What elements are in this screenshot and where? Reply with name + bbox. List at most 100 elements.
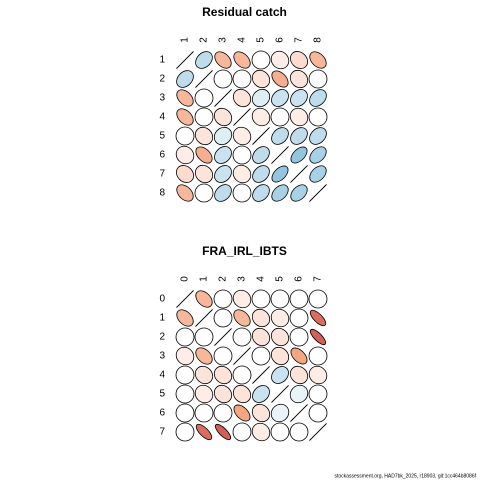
correlation-ellipse	[252, 165, 270, 183]
correlation-ellipse	[232, 327, 252, 347]
correlation-ellipse	[271, 70, 289, 88]
correlation-ellipse	[290, 89, 308, 107]
row-label: 3	[159, 93, 165, 104]
diagonal	[252, 366, 270, 384]
row-label: 0	[159, 294, 165, 305]
correlation-ellipse	[271, 366, 289, 384]
correlation-ellipse	[214, 146, 232, 164]
correlation-ellipse	[290, 146, 308, 164]
correlation-ellipse	[194, 327, 214, 347]
correlation-ellipse	[271, 89, 289, 107]
correlation-ellipse	[195, 290, 213, 308]
correlation-ellipse	[175, 365, 195, 385]
row-label: 5	[159, 389, 165, 400]
correlation-ellipse	[175, 384, 195, 404]
correlation-ellipse	[309, 165, 327, 183]
row-label: 5	[159, 131, 165, 142]
column-label: 3	[237, 276, 248, 282]
chart-title: FRA_IRL_IBTS	[202, 244, 287, 258]
correlation-ellipse	[213, 365, 233, 385]
correlation-ellipse	[194, 183, 214, 203]
correlation-ellipse	[271, 165, 289, 183]
correlation-ellipse	[195, 423, 213, 441]
row-label: 2	[159, 74, 165, 85]
diagonal	[271, 146, 289, 164]
correlation-ellipse	[308, 69, 328, 89]
correlation-ellipse	[232, 69, 252, 89]
correlation-ellipse	[308, 289, 328, 309]
row-label: 6	[159, 408, 165, 419]
column-label: 6	[275, 37, 286, 43]
correlation-ellipse	[251, 289, 271, 309]
column-label: 5	[275, 276, 286, 282]
column-label: 4	[256, 276, 267, 282]
correlation-ellipse	[214, 165, 232, 183]
correlation-ellipse	[176, 70, 194, 88]
correlation-ellipse	[194, 384, 214, 404]
correlation-ellipse	[233, 309, 251, 327]
correlation-ellipse	[289, 107, 309, 127]
correlation-ellipse	[289, 384, 309, 404]
correlation-ellipse	[251, 69, 271, 89]
correlation-ellipse	[213, 107, 233, 127]
column-label: 1	[199, 276, 210, 282]
correlation-ellipse	[271, 127, 289, 145]
diagonal	[195, 70, 213, 88]
correlation-ellipse	[271, 184, 289, 202]
correlation-ellipse	[270, 50, 290, 70]
correlation-ellipse	[251, 308, 271, 328]
column-label: 1	[180, 37, 191, 43]
chart-title: Residual catch	[202, 5, 287, 19]
correlation-ellipse	[176, 309, 194, 327]
correlation-ellipse	[213, 69, 233, 89]
diagonal	[309, 184, 327, 202]
column-label: 3	[218, 37, 229, 43]
column-label: 7	[313, 276, 324, 282]
correlation-ellipse	[309, 51, 327, 69]
footer: stockassessment.org, HAD7bk_2025, r18903…	[335, 473, 477, 479]
correlation-ellipse	[289, 289, 309, 309]
correlation-ellipse	[270, 403, 290, 423]
correlation-ellipse	[252, 146, 270, 164]
correlation-ellipse	[213, 289, 233, 309]
correlation-ellipse	[252, 385, 270, 403]
column-label: 0	[180, 276, 191, 282]
correlation-ellipse	[270, 289, 290, 309]
correlation-ellipse	[270, 327, 290, 347]
correlation-ellipse	[290, 184, 308, 202]
column-label: 8	[313, 37, 324, 43]
correlation-ellipse	[194, 126, 214, 146]
correlation-ellipse	[232, 88, 252, 108]
correlation-ellipse	[270, 107, 290, 127]
correlation-ellipse	[308, 384, 328, 404]
column-label: 7	[294, 37, 305, 43]
correlation-ellipse	[213, 346, 233, 366]
correlation-ellipse	[232, 384, 252, 404]
row-label: 7	[159, 427, 165, 438]
correlation-ellipse	[270, 346, 290, 366]
correlation-ellipse	[175, 126, 195, 146]
correlation-ellipse	[232, 289, 252, 309]
correlation-ellipse	[308, 346, 328, 366]
correlation-ellipse	[251, 88, 271, 108]
correlation-ellipse	[309, 309, 327, 327]
column-label: 5	[256, 37, 267, 43]
correlation-ellipse	[194, 403, 214, 423]
column-label: 2	[199, 37, 210, 43]
correlation-ellipse	[233, 51, 251, 69]
correlation-ellipse	[251, 422, 271, 442]
correlation-ellipse	[176, 108, 194, 126]
diagonal	[271, 385, 289, 403]
correlation-ellipse	[309, 328, 327, 346]
correlation-ellipse	[194, 88, 214, 108]
correlation-ellipse	[176, 184, 194, 202]
diagonal	[233, 108, 251, 126]
column-label: 4	[237, 37, 248, 43]
diagonal	[176, 290, 194, 308]
correlation-ellipse	[214, 51, 232, 69]
diagonal	[309, 423, 327, 441]
diagonal	[195, 309, 213, 327]
correlation-ellipse	[308, 365, 328, 385]
correlation-ellipse	[232, 126, 252, 146]
correlation-ellipse	[289, 422, 309, 442]
